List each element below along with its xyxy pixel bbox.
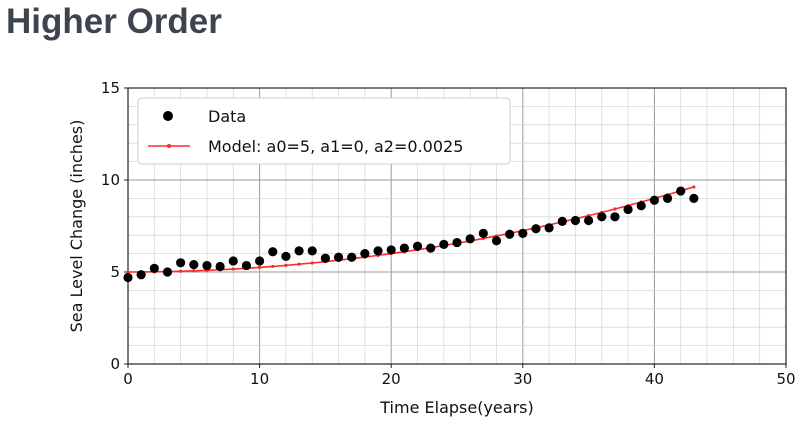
y-tick-label: 10 xyxy=(101,171,120,189)
data-point xyxy=(412,241,423,251)
data-point xyxy=(676,186,686,196)
plot-frame xyxy=(127,87,787,365)
y-axis-label: Sea Level Change (inches) xyxy=(67,120,86,333)
data-point xyxy=(202,260,212,271)
legend-box xyxy=(137,97,511,165)
data-point xyxy=(386,245,396,255)
data-point xyxy=(636,201,646,211)
x-tick-label: 30 xyxy=(513,370,532,388)
legend-model-label: Model: a0=5, a1=0, a2=0.0025 xyxy=(208,137,463,156)
x-tick-label: 40 xyxy=(645,370,664,388)
data-point xyxy=(307,246,317,256)
y-tick-label: 15 xyxy=(101,79,120,97)
data-point xyxy=(268,247,278,257)
data-point xyxy=(176,258,186,268)
data-point xyxy=(320,253,330,263)
x-axis-ticks: 0 10 20 30 40 50 xyxy=(123,364,796,388)
data-point xyxy=(689,193,699,203)
model-point xyxy=(297,262,301,266)
model-point xyxy=(231,267,235,271)
data-point xyxy=(649,195,660,205)
data-point xyxy=(123,272,133,283)
model-point xyxy=(310,261,314,265)
x-axis-label: Time Elapse(years) xyxy=(379,398,533,417)
data-point xyxy=(439,239,449,249)
data-point xyxy=(505,229,515,239)
x-tick-label: 20 xyxy=(382,370,401,388)
legend-data-label: Data xyxy=(208,107,246,126)
data-point xyxy=(662,193,673,203)
data-point xyxy=(399,243,409,253)
data-point xyxy=(544,223,554,233)
y-tick-label: 5 xyxy=(110,263,120,281)
data-point xyxy=(281,251,291,261)
data-point xyxy=(360,249,370,259)
axes-frame xyxy=(127,87,787,365)
data-point xyxy=(294,246,304,256)
legend-model-marker xyxy=(167,144,171,148)
data-point xyxy=(518,228,528,238)
legend-data-marker xyxy=(163,111,173,121)
data-point xyxy=(162,267,173,277)
model-point xyxy=(284,263,288,267)
model-point xyxy=(692,185,696,189)
model-line xyxy=(127,186,695,273)
data-point xyxy=(584,215,594,226)
data-point xyxy=(597,212,607,222)
data-point xyxy=(426,243,436,253)
model-point xyxy=(613,207,617,211)
data-point xyxy=(570,215,581,226)
data-point xyxy=(478,228,488,238)
data-point xyxy=(452,237,462,248)
data-point xyxy=(215,261,225,272)
data-point xyxy=(149,263,159,273)
data-point xyxy=(255,256,265,266)
data-point xyxy=(241,260,252,271)
data-point xyxy=(531,224,541,234)
model-point xyxy=(192,269,196,273)
legend: Data Model: a0=5, a1=0, a2=0.0025 xyxy=(137,97,511,165)
data-point xyxy=(557,216,567,226)
page-heading: Higher Order xyxy=(6,2,222,41)
data-series xyxy=(123,186,699,283)
model-point xyxy=(258,265,262,269)
data-point xyxy=(373,246,383,256)
data-point xyxy=(228,256,238,266)
data-point xyxy=(465,234,475,244)
x-tick-label: 0 xyxy=(123,370,133,388)
data-point xyxy=(333,252,344,262)
data-point xyxy=(136,270,146,280)
data-point xyxy=(347,252,357,262)
model-point xyxy=(126,270,130,274)
x-tick-label: 10 xyxy=(250,370,269,388)
y-axis-ticks: 0 5 10 15 xyxy=(101,79,128,373)
data-point xyxy=(623,204,633,215)
x-tick-label: 50 xyxy=(776,370,795,388)
data-point xyxy=(610,212,620,222)
model-point xyxy=(179,269,183,273)
data-point xyxy=(491,236,502,246)
model-point xyxy=(271,264,275,269)
y-tick-label: 0 xyxy=(110,355,120,373)
data-point xyxy=(189,260,199,270)
